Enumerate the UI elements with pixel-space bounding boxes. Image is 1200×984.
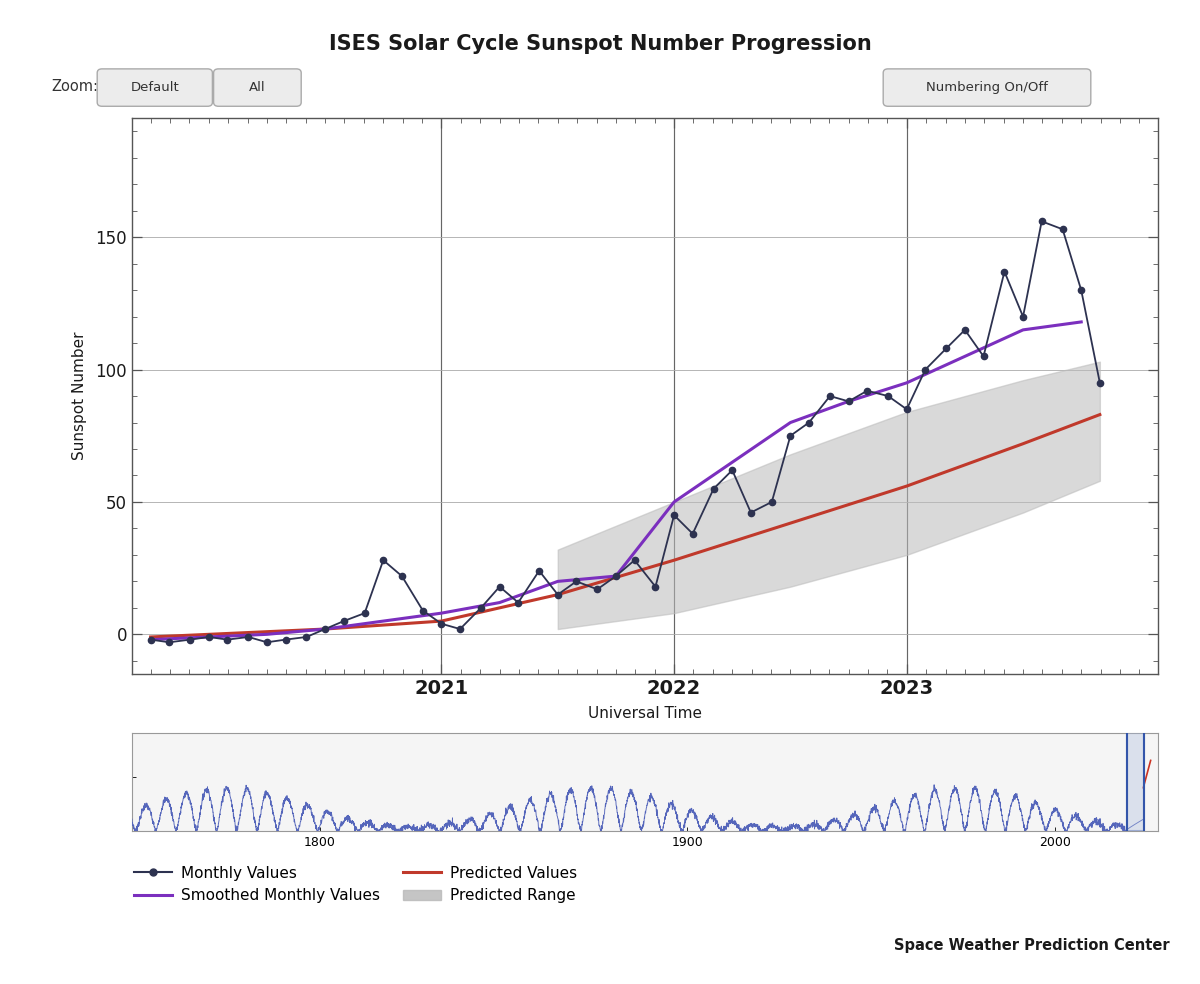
Bar: [1127, 722, 1144, 831]
FancyBboxPatch shape: [214, 69, 301, 106]
X-axis label: Universal Time: Universal Time: [588, 707, 702, 721]
FancyBboxPatch shape: [883, 69, 1091, 106]
Text: Default: Default: [131, 81, 179, 94]
Text: ISES Solar Cycle Sunspot Number Progression: ISES Solar Cycle Sunspot Number Progress…: [329, 34, 871, 54]
FancyBboxPatch shape: [97, 69, 212, 106]
Text: Zoom:: Zoom:: [52, 79, 98, 94]
Legend: Monthly Values, Smoothed Monthly Values, Predicted Values, Predicted Range: Monthly Values, Smoothed Monthly Values,…: [127, 860, 583, 909]
Text: Space Weather Prediction Center: Space Weather Prediction Center: [894, 938, 1170, 953]
Text: Numbering On/Off: Numbering On/Off: [926, 81, 1048, 94]
Y-axis label: Sunspot Number: Sunspot Number: [72, 332, 88, 461]
Text: All: All: [250, 81, 265, 94]
